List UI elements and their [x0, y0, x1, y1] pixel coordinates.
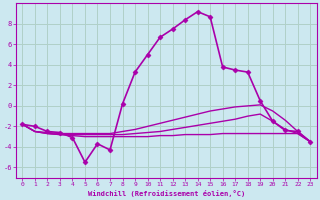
X-axis label: Windchill (Refroidissement éolien,°C): Windchill (Refroidissement éolien,°C) [88, 190, 245, 197]
